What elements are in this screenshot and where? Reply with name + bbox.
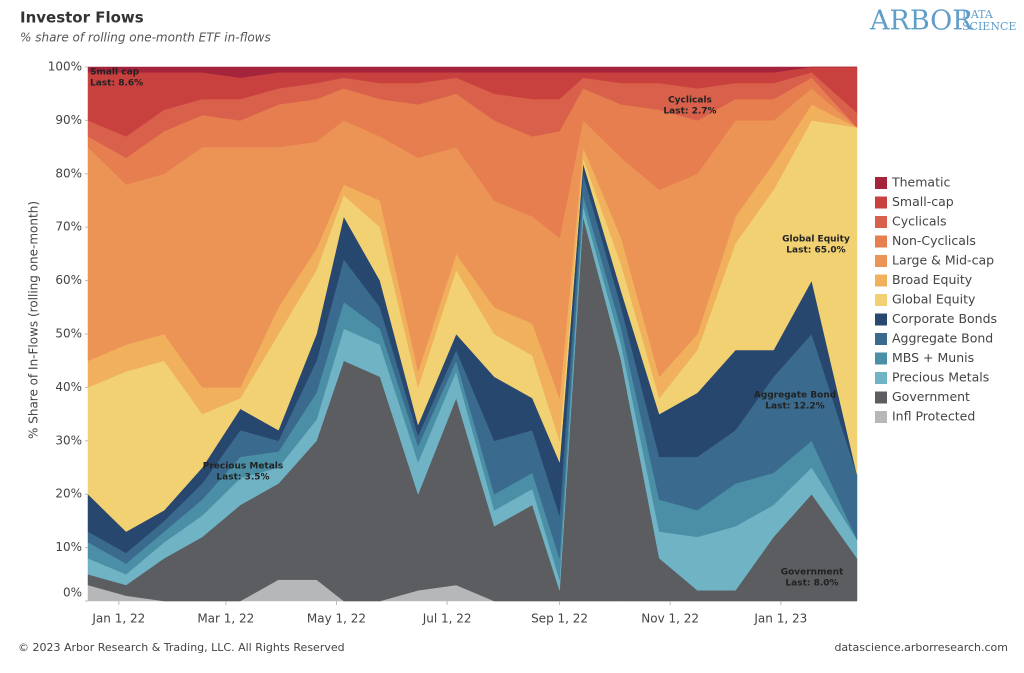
annotation: Last: 65.0% xyxy=(786,246,845,256)
legend-label: Precious Metals xyxy=(892,370,989,385)
annotation: Last: 3.5% xyxy=(216,473,269,483)
logo-sub: DATA xyxy=(962,8,994,21)
legend-label: Broad Equity xyxy=(892,272,973,287)
y-tick-label: 80% xyxy=(55,166,82,180)
legend-swatch xyxy=(875,177,887,189)
legend-label: Cyclicals xyxy=(892,214,946,229)
legend-swatch xyxy=(875,411,887,423)
legend-swatch xyxy=(875,294,887,306)
legend-label: Global Equity xyxy=(892,292,976,307)
y-tick-label: 70% xyxy=(55,220,82,234)
y-tick-label: 10% xyxy=(55,540,82,554)
annotation: Cyclicals xyxy=(668,96,712,106)
legend-swatch xyxy=(875,372,887,384)
legend-label: Large & Mid-cap xyxy=(892,253,994,268)
x-tick-label: Mar 1, 22 xyxy=(197,612,254,626)
y-tick-label: 0% xyxy=(63,586,82,600)
y-tick-label: 40% xyxy=(55,380,82,394)
chart-title: Investor Flows xyxy=(20,9,144,27)
x-tick-label: Jan 1, 23 xyxy=(753,612,807,626)
legend-swatch xyxy=(875,216,887,228)
legend-swatch xyxy=(875,274,887,287)
chart-subtitle: % share of rolling one-month ETF in-flow… xyxy=(20,31,271,45)
legend-label: Small-cap xyxy=(892,194,954,209)
y-tick-label: 50% xyxy=(55,327,82,341)
annotation: Last: 12.2% xyxy=(765,402,824,412)
annotation: Precious Metals xyxy=(203,462,284,472)
legend-swatch xyxy=(875,255,887,267)
legend-swatch xyxy=(875,313,887,326)
x-tick-label: May 1, 22 xyxy=(307,612,366,626)
footer-left: © 2023 Arbor Research & Trading, LLC. Al… xyxy=(18,641,345,654)
annotation: Global Equity xyxy=(782,235,850,245)
footer-right: datascience.arborresearch.com xyxy=(834,641,1008,654)
legend-label: MBS + Munis xyxy=(892,350,974,365)
logo-sub: SCIENCE xyxy=(962,20,1016,33)
annotation: Last: 8.6% xyxy=(90,79,143,89)
y-tick-label: 30% xyxy=(55,433,82,447)
annotation: Small cap xyxy=(90,68,140,78)
legend-label: Non-Cyclicals xyxy=(892,233,976,248)
x-tick-label: Jul 1, 22 xyxy=(422,612,472,626)
x-tick-label: Jan 1, 22 xyxy=(91,612,145,626)
y-tick-label: 20% xyxy=(55,487,82,501)
x-tick-label: Nov 1, 22 xyxy=(641,612,699,626)
annotation: Last: 8.0% xyxy=(785,579,838,589)
legend-swatch xyxy=(875,391,887,404)
annotation: Last: 2.7% xyxy=(663,107,716,117)
y-axis-title: % Share of In-Flows (rolling one-month) xyxy=(27,201,41,439)
legend-swatch xyxy=(875,352,887,365)
logo-main: ARBOR xyxy=(869,6,973,37)
area xyxy=(87,66,857,78)
legend-swatch xyxy=(875,333,887,345)
annotation: Government xyxy=(781,568,844,578)
annotation: Aggregate Bond xyxy=(754,391,836,401)
y-tick-label: 60% xyxy=(55,273,82,287)
x-tick-label: Sep 1, 22 xyxy=(531,612,588,626)
legend-label: Infl Protected xyxy=(892,409,975,424)
legend-swatch xyxy=(875,196,887,209)
legend-label: Thematic xyxy=(891,175,950,190)
legend-label: Corporate Bonds xyxy=(892,311,997,326)
y-tick-label: 100% xyxy=(48,60,82,74)
y-tick-label: 90% xyxy=(55,113,82,127)
legend-label: Aggregate Bond xyxy=(892,331,993,346)
legend-label: Government xyxy=(892,389,970,404)
legend-swatch xyxy=(875,235,887,248)
